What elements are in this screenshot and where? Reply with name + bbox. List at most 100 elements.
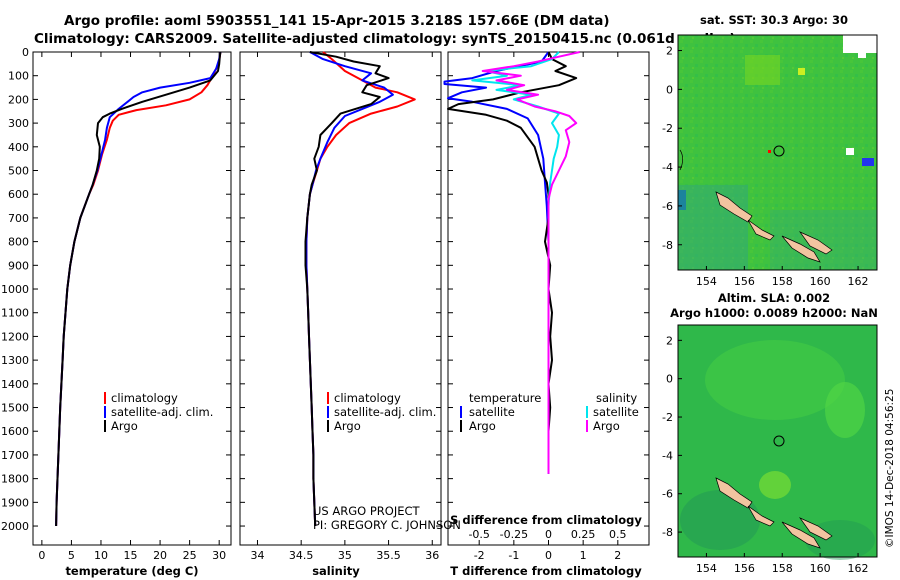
- land-new-ireland: [715, 477, 753, 509]
- series-satellite-adj-clim-: [55, 51, 222, 527]
- legend-sal-satellite: satellite: [593, 405, 639, 419]
- depth-tick-label: 2000: [1, 520, 29, 533]
- x2-tick-label: 0: [545, 528, 552, 541]
- sst-map-axes: 154 156 158 160 162 2 0 -2 -4 -6 -8: [662, 45, 869, 288]
- x-tick-label: 35.5: [376, 549, 401, 562]
- land-bougainville: [747, 505, 775, 527]
- argo-sst-pixel: [768, 150, 771, 153]
- sst-warm-pixel: [798, 68, 805, 75]
- map-lat-label: 0: [666, 83, 673, 96]
- depth-tick-label: 1100: [1, 307, 29, 320]
- sla-positive-anomaly: [759, 471, 791, 499]
- sla-map-title-1: Altim. SLA: 0.002: [718, 291, 830, 305]
- depth-tick-label: 1600: [1, 425, 29, 438]
- x-tick-label: 30: [212, 549, 226, 562]
- sst-map-frame: [677, 34, 878, 271]
- map-lon-label: 156: [734, 562, 755, 575]
- sst-cold-pixel: [862, 158, 874, 166]
- map-lon-label: 158: [772, 562, 793, 575]
- temperature-xlabel: temperature (deg C): [65, 564, 198, 578]
- map-lat-label: 0: [666, 373, 673, 386]
- legend-temp-satellite: satellite: [469, 405, 515, 419]
- x-tick-label: -2: [474, 549, 485, 562]
- map-lon-label: 154: [696, 562, 717, 575]
- depth-tick-label: 1500: [1, 402, 29, 415]
- map-lat-label: -2: [662, 122, 673, 135]
- depth-tick-label: 1300: [1, 354, 29, 367]
- sst-missing-data: [846, 148, 854, 155]
- legend-salinity-title: salinity: [596, 391, 637, 405]
- x2-tick-label: -0.5: [468, 528, 489, 541]
- map-lat-label: -6: [662, 200, 673, 213]
- map-lat-label: -2: [662, 411, 673, 424]
- series-climatology: [55, 51, 222, 527]
- x-tick-label: -1: [508, 549, 519, 562]
- map-lat-label: 2: [666, 45, 673, 58]
- sst-warm-patch: [745, 55, 780, 85]
- credit-imos: ©IMOS 14-Dec-2018 04:56:25: [884, 389, 896, 548]
- x-tick-label: 20: [153, 549, 167, 562]
- series-climatology: [305, 51, 416, 527]
- coastline: [679, 149, 683, 171]
- sla-map-axes: 154 156 158 160 162 2 0 -2 -4 -6 -8: [662, 334, 869, 575]
- depth-tick-label: 400: [8, 141, 29, 154]
- map-lat-label: 2: [666, 334, 673, 347]
- map-lat-label: -6: [662, 488, 673, 501]
- map-lon-label: 162: [848, 562, 869, 575]
- depth-tick-label: 900: [8, 259, 29, 272]
- temperature-plot: 0 5 10 15 20 25 30: [33, 51, 231, 562]
- salinity-panel-frame: [239, 51, 442, 546]
- map-lat-label: -8: [662, 239, 673, 252]
- x-tick-label: 10: [94, 549, 108, 562]
- sst-missing-data: [843, 35, 877, 53]
- x2-tick-label: 0.5: [609, 528, 627, 541]
- depth-tick-label: 700: [8, 212, 29, 225]
- x-tick-label: 34: [250, 549, 264, 562]
- x-tick-label: 1: [580, 549, 587, 562]
- land-new-ireland: [715, 191, 753, 223]
- legend-climatology: climatology: [334, 391, 401, 405]
- sla-positive-anomaly: [825, 382, 865, 438]
- x2-tick-label: -0.25: [500, 528, 528, 541]
- series-temperature-argo: [447, 51, 578, 474]
- x-tick-label: 0: [38, 549, 45, 562]
- difference-xlabel: T difference from climatology: [450, 564, 642, 578]
- sst-map: [677, 34, 878, 271]
- sla-map: [677, 324, 878, 560]
- depth-tick-label: 100: [8, 70, 29, 83]
- map-lon-label: 160: [810, 562, 831, 575]
- series-argo: [55, 51, 222, 527]
- x-tick-label: 25: [183, 549, 197, 562]
- x-tick-label: 35: [338, 549, 352, 562]
- sla-positive-anomaly: [705, 340, 845, 420]
- depth-tick-label: 1000: [1, 283, 29, 296]
- map-lon-label: 158: [772, 275, 793, 288]
- legend-climatology: climatology: [111, 391, 178, 405]
- sst-missing-data: [858, 52, 866, 58]
- depth-tick-label: 1400: [1, 378, 29, 391]
- x-tick-label: 36: [425, 549, 439, 562]
- series-argo: [304, 51, 390, 527]
- x-tick-label: 34.5: [289, 549, 314, 562]
- x-tick-label: 5: [68, 549, 75, 562]
- argo-location-marker: [773, 435, 785, 447]
- depth-tick-label: 0: [22, 46, 29, 59]
- legend-satellite: satellite-adj. clim.: [111, 405, 213, 419]
- depth-tick-label: 600: [8, 188, 29, 201]
- sla-map-frame: [677, 324, 878, 558]
- depth-tick-label: 1700: [1, 449, 29, 462]
- difference-plot: -2 -1 0 1 2 -0.5 -0.25 0 0.25 0.5: [443, 51, 649, 562]
- salinity-xlabel: salinity: [312, 564, 360, 578]
- temperature-panel-frame: [32, 51, 232, 546]
- depth-tick-label: 1200: [1, 330, 29, 343]
- depth-tick-label: 500: [8, 165, 29, 178]
- depth-tick-label: 1800: [1, 473, 29, 486]
- difference-legend-temperature: temperature satellite Argo: [460, 391, 541, 433]
- legend-temp-argo: Argo: [469, 419, 496, 433]
- credit-pi: PI: GREGORY C. JOHNSON: [313, 518, 461, 532]
- legend-argo: Argo: [111, 419, 138, 433]
- credit-project: US ARGO PROJECT: [313, 504, 421, 518]
- title-line-1: Argo profile: aoml 5903551_141 15-Apr-20…: [64, 13, 610, 29]
- legend-argo: Argo: [334, 419, 361, 433]
